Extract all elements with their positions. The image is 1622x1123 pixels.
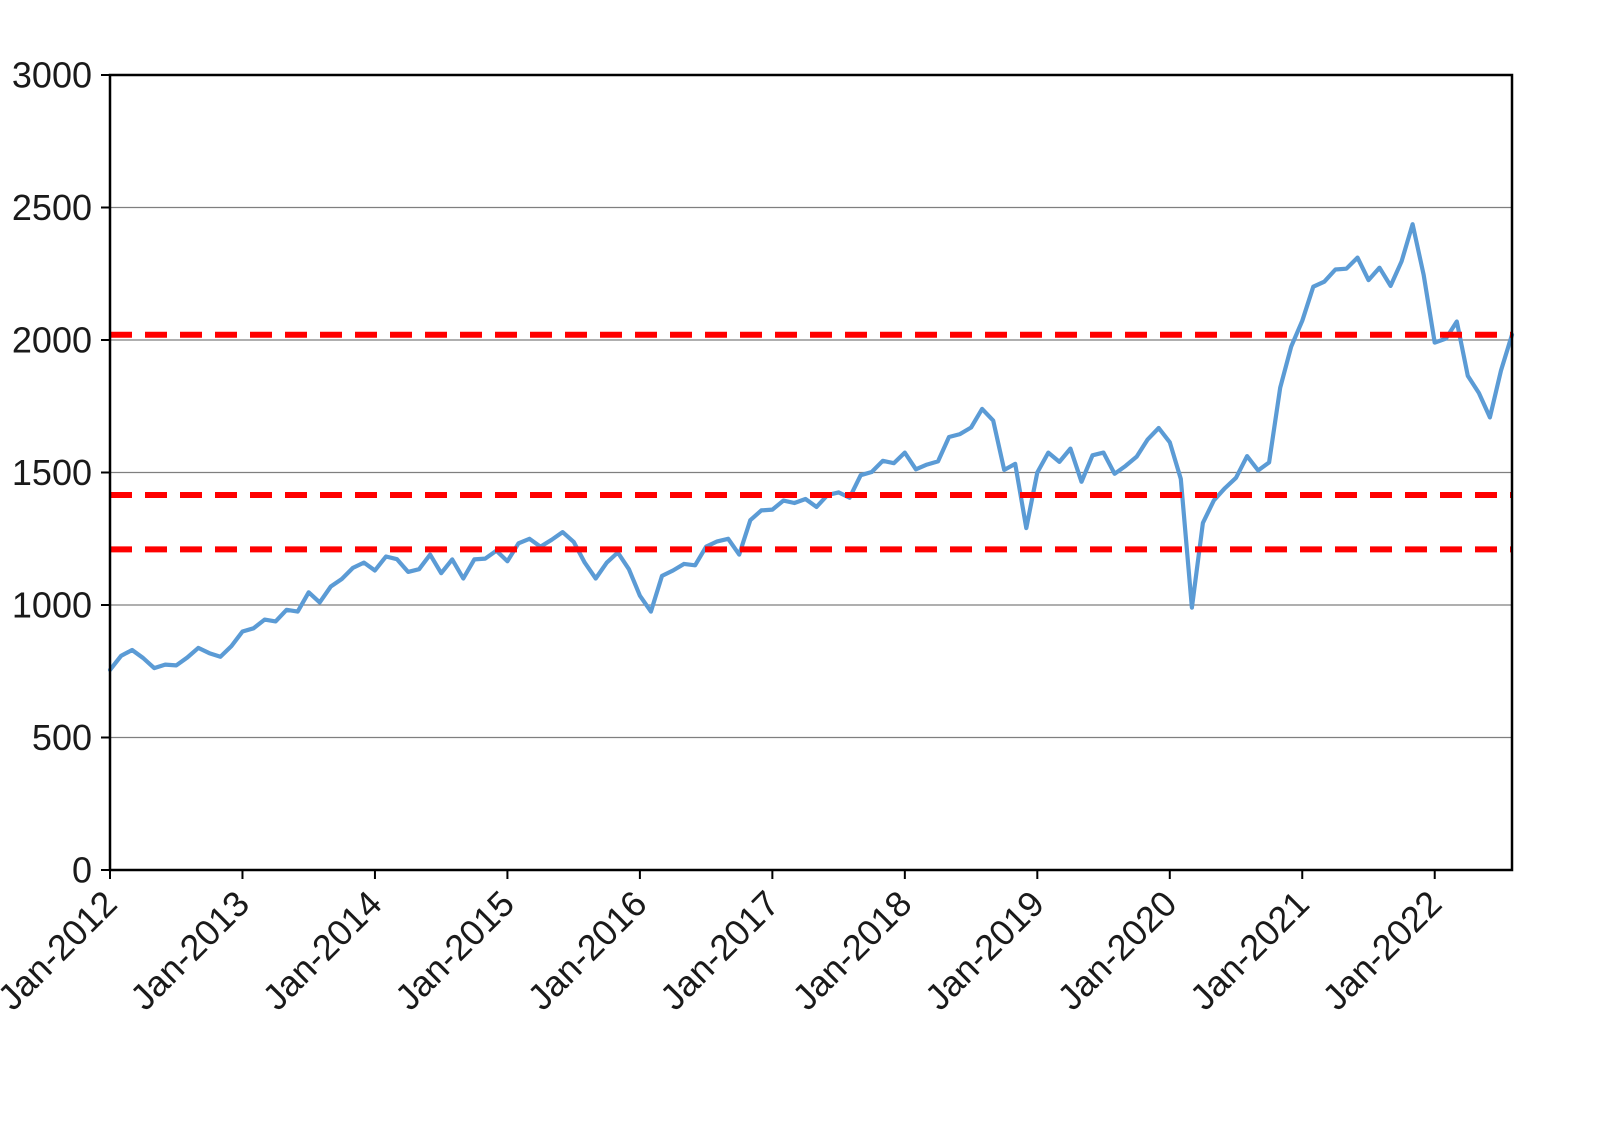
x-axis-tick-label: Jan-2012 — [0, 883, 125, 1018]
x-axis-tick-label: Jan-2013 — [122, 883, 257, 1018]
x-axis-tick-label: Jan-2018 — [784, 883, 919, 1018]
x-axis-tick-label: Jan-2019 — [917, 883, 1052, 1018]
y-axis-tick-label: 2000 — [12, 320, 92, 361]
x-axis-tick-label: Jan-2015 — [387, 883, 522, 1018]
x-axis-tick-label: Jan-2022 — [1314, 883, 1449, 1018]
y-axis-tick-label: 1000 — [12, 585, 92, 626]
y-axis-tick-label: 2500 — [12, 187, 92, 228]
x-axis-tick-label: Jan-2017 — [652, 883, 787, 1018]
x-axis-tick-label: Jan-2014 — [254, 883, 389, 1018]
y-axis-tick-label: 500 — [32, 717, 92, 758]
x-axis-tick-label: Jan-2016 — [519, 883, 654, 1018]
series-line-index-level — [107, 222, 1515, 673]
y-axis-tick-label: 0 — [72, 850, 92, 891]
x-axis-tick-label: Jan-2020 — [1049, 883, 1184, 1018]
y-axis-tick-label: 3000 — [12, 55, 92, 96]
x-axis-tick-label: Jan-2021 — [1182, 883, 1317, 1018]
y-axis-tick-label: 1500 — [12, 452, 92, 493]
